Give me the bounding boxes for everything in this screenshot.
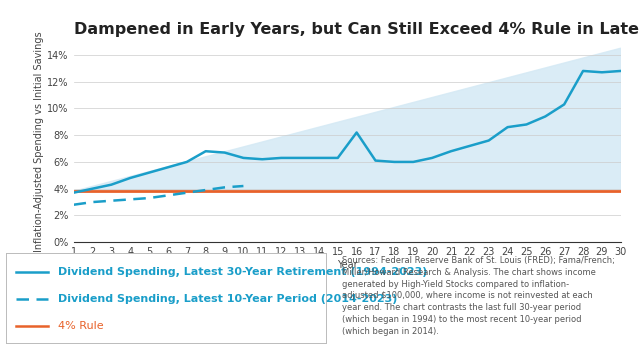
X-axis label: Year: Year [337, 260, 358, 270]
Text: Sources: Federal Reserve Bank of St. Louis (FRED); Fama/French;
Miller/Howard Re: Sources: Federal Reserve Bank of St. Lou… [342, 256, 615, 336]
Text: Dividend Spending, Latest 10-Year Period (2014-2023): Dividend Spending, Latest 10-Year Period… [58, 294, 397, 304]
Text: Dampened in Early Years, but Can Still Exceed 4% Rule in Later Years: Dampened in Early Years, but Can Still E… [74, 22, 640, 37]
Y-axis label: Inflation-Adjusted Spending vs Initial Savings: Inflation-Adjusted Spending vs Initial S… [35, 31, 44, 252]
Text: Dividend Spending, Latest 30-Year Retirement (1994-2023): Dividend Spending, Latest 30-Year Retire… [58, 267, 427, 277]
Text: 4% Rule: 4% Rule [58, 321, 103, 331]
Polygon shape [74, 48, 621, 191]
